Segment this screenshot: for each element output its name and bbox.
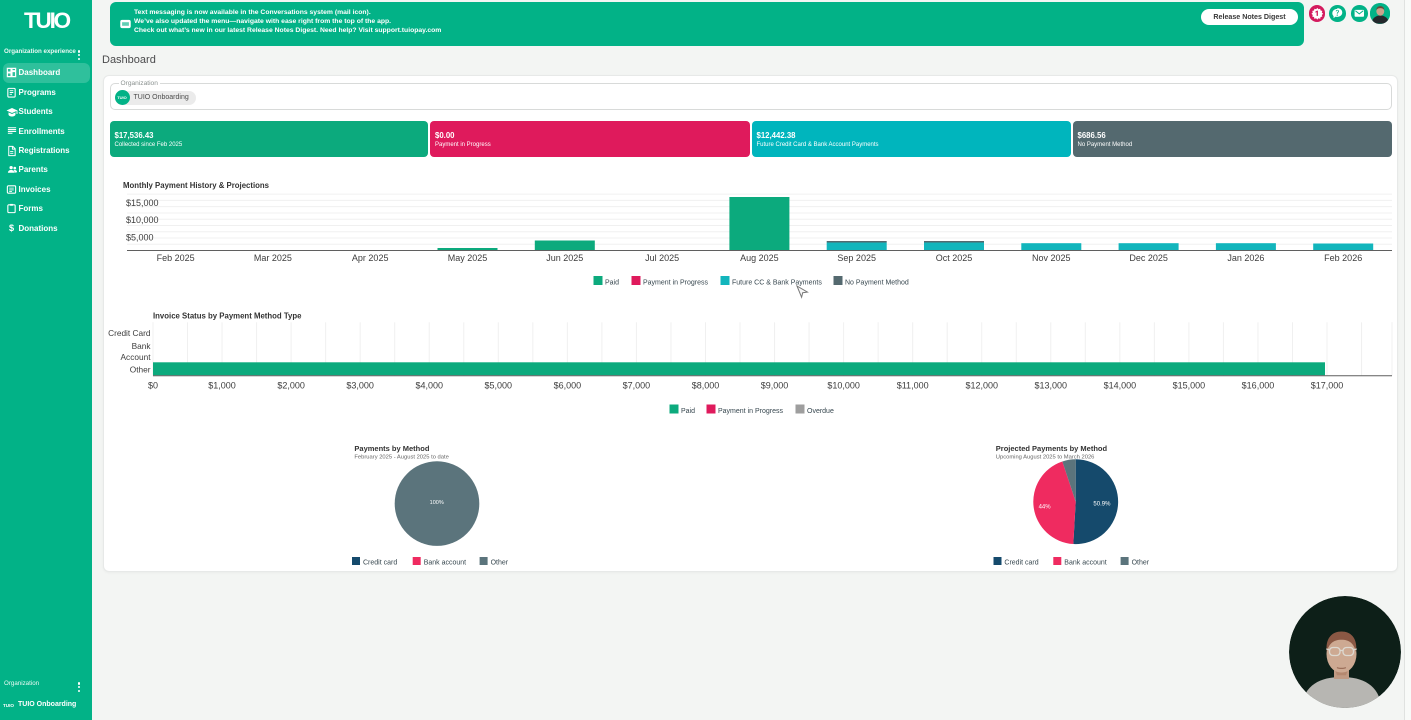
svg-text:Monthly Payment History & Proj: Monthly Payment History & Projections	[123, 181, 270, 190]
svg-text:$11,000: $11,000	[897, 381, 929, 391]
svg-text:$8,000: $8,000	[692, 381, 720, 391]
svg-text:$12,000: $12,000	[965, 381, 998, 391]
svg-text:May 2025: May 2025	[448, 253, 488, 263]
svg-text:$3,000: $3,000	[346, 381, 374, 391]
svg-text:Paid: Paid	[681, 408, 695, 415]
svg-text:Payments by Method: Payments by Method	[354, 444, 429, 453]
svg-text:Aug 2025: Aug 2025	[740, 253, 779, 263]
svg-text:Apr 2025: Apr 2025	[352, 253, 389, 263]
svg-text:$14,000: $14,000	[1104, 381, 1137, 391]
svg-text:Account: Account	[121, 352, 152, 362]
svg-text:$7,000: $7,000	[623, 381, 651, 391]
svg-text:$4,000: $4,000	[415, 381, 443, 391]
svg-text:$10,000: $10,000	[126, 215, 159, 225]
svg-text:Oct 2025: Oct 2025	[936, 253, 973, 263]
svg-text:Payment in Progress: Payment in Progress	[718, 408, 783, 415]
svg-text:Payment in Progress: Payment in Progress	[643, 280, 708, 287]
svg-text:Feb 2025: Feb 2025	[157, 253, 195, 263]
svg-text:Overdue: Overdue	[807, 408, 834, 415]
svg-text:Other: Other	[491, 560, 509, 567]
svg-text:$2,000: $2,000	[277, 381, 305, 391]
svg-text:Nov 2025: Nov 2025	[1032, 253, 1071, 263]
svg-text:$9,000: $9,000	[761, 381, 789, 391]
svg-text:100%: 100%	[430, 500, 444, 506]
svg-text:$1,000: $1,000	[208, 381, 236, 391]
svg-text:$5,000: $5,000	[485, 381, 513, 391]
svg-text:50.9%: 50.9%	[1093, 501, 1111, 507]
svg-text:Credit card: Credit card	[1004, 560, 1038, 567]
svg-text:February 2025 - August 2025 to: February 2025 - August 2025 to date	[354, 455, 448, 461]
svg-text:$15,000: $15,000	[126, 198, 159, 208]
svg-text:$16,000: $16,000	[1242, 381, 1275, 391]
svg-text:$17,000: $17,000	[1311, 381, 1344, 391]
svg-text:Feb 2026: Feb 2026	[1324, 253, 1362, 263]
svg-text:Jan 2026: Jan 2026	[1227, 253, 1264, 263]
svg-text:Dec 2025: Dec 2025	[1129, 253, 1168, 263]
svg-text:$6,000: $6,000	[554, 381, 582, 391]
svg-text:No Payment Method: No Payment Method	[845, 280, 909, 287]
svg-text:Sep 2025: Sep 2025	[837, 253, 876, 263]
svg-text:$10,000: $10,000	[827, 381, 860, 391]
svg-text:Credit Card: Credit Card	[108, 328, 151, 338]
svg-text:Bank account: Bank account	[1064, 560, 1106, 567]
svg-text:$0: $0	[148, 381, 158, 391]
svg-text:Paid: Paid	[605, 280, 619, 287]
svg-text:Upcoming August 2025 to March: Upcoming August 2025 to March 2026	[996, 455, 1095, 461]
svg-text:Credit card: Credit card	[363, 560, 397, 567]
svg-text:$13,000: $13,000	[1035, 381, 1068, 391]
svg-text:Bank: Bank	[132, 341, 152, 351]
svg-text:Projected Payments by Method: Projected Payments by Method	[996, 444, 1108, 453]
svg-text:Other: Other	[130, 365, 151, 375]
svg-text:$: $	[9, 224, 14, 234]
svg-text:44%: 44%	[1039, 505, 1052, 511]
svg-text:Mar 2025: Mar 2025	[254, 253, 292, 263]
svg-text:Bank account: Bank account	[424, 560, 466, 567]
svg-text:Invoice Status by Payment Meth: Invoice Status by Payment Method Type	[153, 312, 302, 321]
svg-text:$5,000: $5,000	[126, 233, 154, 243]
svg-text:Jul 2025: Jul 2025	[645, 253, 679, 263]
svg-text:Future CC & Bank Payments: Future CC & Bank Payments	[732, 280, 822, 287]
svg-text:Jun 2025: Jun 2025	[546, 253, 583, 263]
svg-text:Other: Other	[1132, 560, 1150, 567]
svg-text:$15,000: $15,000	[1173, 381, 1206, 391]
